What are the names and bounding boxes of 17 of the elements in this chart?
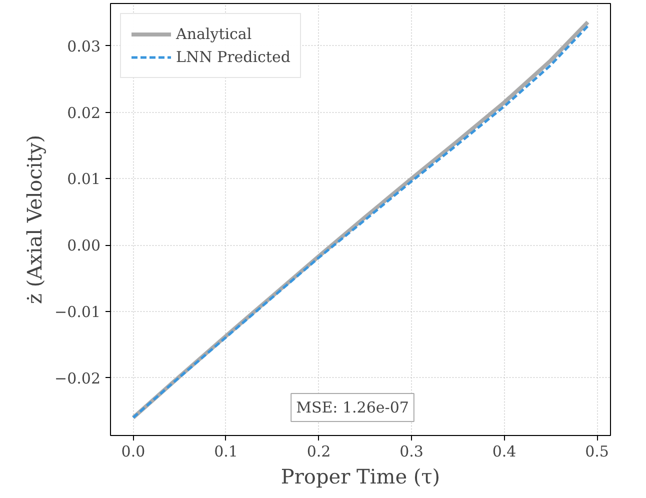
x-axis-title: Proper Time (τ) [280, 464, 440, 488]
y-tick-label: −0.02 [54, 369, 100, 388]
y-tick-label: −0.01 [54, 302, 100, 321]
x-tick-label: 0.4 [492, 442, 516, 460]
legend-label: Analytical [176, 25, 252, 43]
y-tick-label: 0.02 [67, 104, 101, 122]
x-tick-label: 0.0 [121, 442, 146, 460]
y-axis-title: ż (Axial Velocity) [22, 134, 47, 304]
x-tick-label: 0.1 [214, 442, 238, 460]
annotation: MSE: 1.26e-07 [296, 398, 409, 416]
x-tick-label: 0.2 [306, 442, 331, 460]
y-tick-label: 0.00 [67, 236, 101, 255]
x-tick-label: 0.3 [400, 442, 424, 460]
legend-label: LNN Predicted [176, 48, 290, 66]
x-tick-label: 0.5 [585, 442, 609, 460]
y-tick-label: 0.01 [67, 170, 101, 188]
y-tick-label: 0.03 [67, 37, 101, 56]
